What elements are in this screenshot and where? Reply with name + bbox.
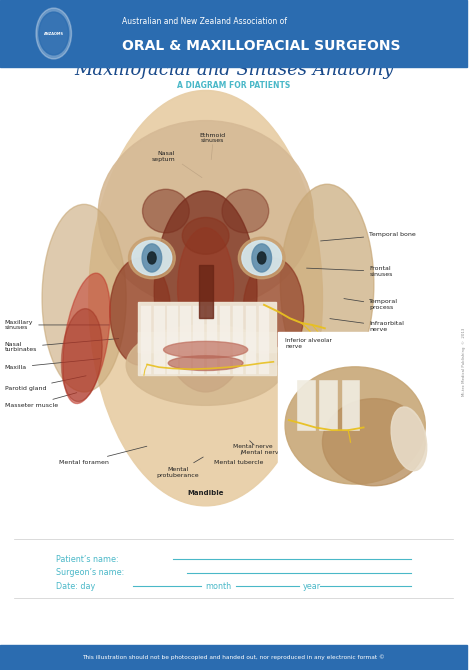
- Bar: [219, 306, 230, 350]
- Ellipse shape: [128, 237, 175, 279]
- Text: Temporal
process: Temporal process: [344, 299, 398, 310]
- Ellipse shape: [182, 217, 229, 255]
- Ellipse shape: [168, 356, 243, 371]
- Text: month: month: [206, 582, 232, 591]
- Ellipse shape: [281, 184, 374, 385]
- Text: Mandible: Mandible: [187, 490, 224, 496]
- Text: Maxilla: Maxilla: [5, 358, 100, 370]
- Text: Mental nerve: Mental nerve: [241, 441, 283, 455]
- Bar: [297, 380, 315, 430]
- Bar: [319, 380, 337, 430]
- Text: Ethmoid
sinuses: Ethmoid sinuses: [200, 133, 226, 143]
- Text: Nasal
turbinates: Nasal turbinates: [5, 338, 119, 352]
- Ellipse shape: [257, 252, 266, 264]
- Ellipse shape: [89, 90, 322, 506]
- Ellipse shape: [63, 273, 110, 403]
- Text: Maxillofacial and Sinuses Anatomy: Maxillofacial and Sinuses Anatomy: [74, 62, 393, 79]
- Text: Australian and New Zealand Association of: Australian and New Zealand Association o…: [121, 17, 286, 26]
- Text: Nasal
septum: Nasal septum: [152, 151, 175, 162]
- Bar: [138, 332, 276, 375]
- Ellipse shape: [243, 258, 304, 365]
- Bar: [141, 337, 151, 374]
- Ellipse shape: [154, 191, 257, 392]
- Bar: [181, 306, 191, 350]
- Ellipse shape: [62, 309, 102, 401]
- Ellipse shape: [322, 399, 425, 486]
- Bar: [233, 306, 243, 350]
- Bar: [233, 337, 243, 374]
- Bar: [138, 302, 276, 352]
- Bar: [207, 306, 217, 350]
- Text: Temporal bone: Temporal bone: [320, 232, 416, 241]
- Bar: [167, 337, 178, 374]
- Text: This illustration should not be photocopied and handed out, nor reproduced in an: This illustration should not be photocop…: [82, 655, 385, 660]
- Ellipse shape: [178, 228, 234, 348]
- Bar: [246, 337, 256, 374]
- Text: Mental tubercle: Mental tubercle: [214, 452, 263, 465]
- Bar: [0, 0, 467, 67]
- Text: Infraorbital
foramen: Infraorbital foramen: [320, 332, 404, 352]
- Bar: [342, 380, 359, 430]
- Text: Mental foramen: Mental foramen: [294, 468, 338, 482]
- Text: Ramus: Ramus: [339, 366, 391, 388]
- Bar: [259, 337, 269, 374]
- Bar: [0, 645, 467, 670]
- Ellipse shape: [110, 258, 171, 365]
- Ellipse shape: [242, 241, 282, 275]
- Ellipse shape: [132, 241, 172, 275]
- Text: year: year: [303, 582, 321, 591]
- Text: Patient’s name:: Patient’s name:: [56, 555, 118, 564]
- Text: Date: day: Date: day: [56, 582, 95, 591]
- Bar: [278, 332, 453, 489]
- Text: Mental nerve: Mental nerve: [297, 484, 334, 488]
- Ellipse shape: [252, 244, 272, 272]
- Ellipse shape: [164, 342, 248, 358]
- Bar: [246, 306, 256, 350]
- Bar: [154, 337, 164, 374]
- Text: Frontal
sinuses: Frontal sinuses: [307, 266, 392, 277]
- Bar: [219, 337, 230, 374]
- Text: Infraorbital
nerve: Infraorbital nerve: [330, 319, 404, 332]
- Bar: [141, 306, 151, 350]
- Text: Masseter muscle: Masseter muscle: [5, 393, 77, 408]
- Text: Mental foramen: Mental foramen: [59, 446, 147, 465]
- Ellipse shape: [98, 121, 313, 308]
- Bar: [207, 337, 217, 374]
- Text: Anterior superior
alveolar nerve: Anterior superior alveolar nerve: [320, 346, 423, 371]
- Ellipse shape: [42, 204, 126, 392]
- Text: Unerupted
wisdom tooth: Unerupted wisdom tooth: [390, 444, 428, 461]
- Ellipse shape: [285, 367, 425, 484]
- Text: Mental
protuberance: Mental protuberance: [156, 457, 203, 478]
- Text: Mental nerve: Mental nerve: [233, 444, 272, 448]
- Text: ORAL & MAXILLOFACIAL SURGEONS: ORAL & MAXILLOFACIAL SURGEONS: [121, 39, 400, 52]
- Text: A DIAGRAM FOR PATIENTS: A DIAGRAM FOR PATIENTS: [177, 81, 290, 90]
- Bar: [181, 337, 191, 374]
- Ellipse shape: [126, 325, 285, 405]
- Circle shape: [36, 8, 72, 59]
- Bar: [193, 306, 204, 350]
- Ellipse shape: [143, 190, 189, 233]
- Bar: [259, 306, 269, 350]
- Text: ANZAOMS: ANZAOMS: [44, 31, 64, 36]
- Text: Parotid gland: Parotid gland: [5, 376, 86, 391]
- Circle shape: [39, 12, 69, 55]
- Bar: [199, 265, 213, 318]
- Bar: [154, 306, 164, 350]
- Bar: [167, 306, 178, 350]
- Bar: [193, 337, 204, 374]
- Text: Mi-tec Medical Publishing  ©  2013: Mi-tec Medical Publishing © 2013: [462, 328, 466, 396]
- Ellipse shape: [142, 244, 162, 272]
- Ellipse shape: [148, 252, 156, 264]
- Text: Inferior alveolar
nerve: Inferior alveolar nerve: [285, 338, 332, 349]
- Ellipse shape: [238, 237, 285, 279]
- Ellipse shape: [222, 190, 269, 233]
- Ellipse shape: [391, 407, 427, 471]
- Text: Surgeon’s name:: Surgeon’s name:: [56, 568, 124, 578]
- Text: Mandibular
nerve: Mandibular nerve: [390, 410, 425, 421]
- Text: Maxillary
sinuses: Maxillary sinuses: [5, 320, 109, 330]
